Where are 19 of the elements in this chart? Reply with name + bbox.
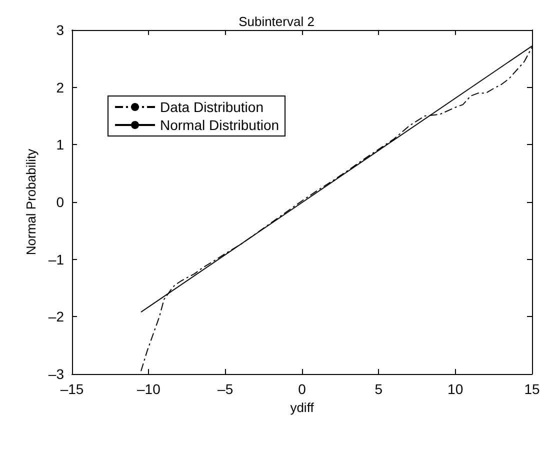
y-tick-label: 3: [56, 22, 64, 38]
y-tick-label: –2: [48, 308, 64, 325]
y-tick-label: 0: [56, 194, 64, 210]
legend-label: Data Distribution: [160, 99, 264, 115]
y-tick-label: –3: [48, 366, 64, 382]
x-tick-label: –10: [136, 381, 161, 397]
chart-title: Subinterval 2: [238, 14, 314, 29]
x-tick-label: 10: [448, 381, 464, 397]
legend-label: Normal Distribution: [160, 117, 280, 133]
x-tick-label: 0: [298, 381, 306, 397]
x-tick-label: 5: [374, 381, 383, 397]
y-tick-label: 1: [56, 136, 64, 153]
x-tick-label: –5: [218, 381, 234, 397]
x-tick-label: 15: [524, 381, 540, 397]
x-axis-title: ydiff: [290, 400, 314, 415]
x-tick-label: –15: [60, 381, 84, 397]
y-axis-title: Normal Probability: [24, 148, 39, 256]
y-tick-label: –1: [48, 251, 64, 268]
y-tick-label: 2: [56, 79, 64, 96]
